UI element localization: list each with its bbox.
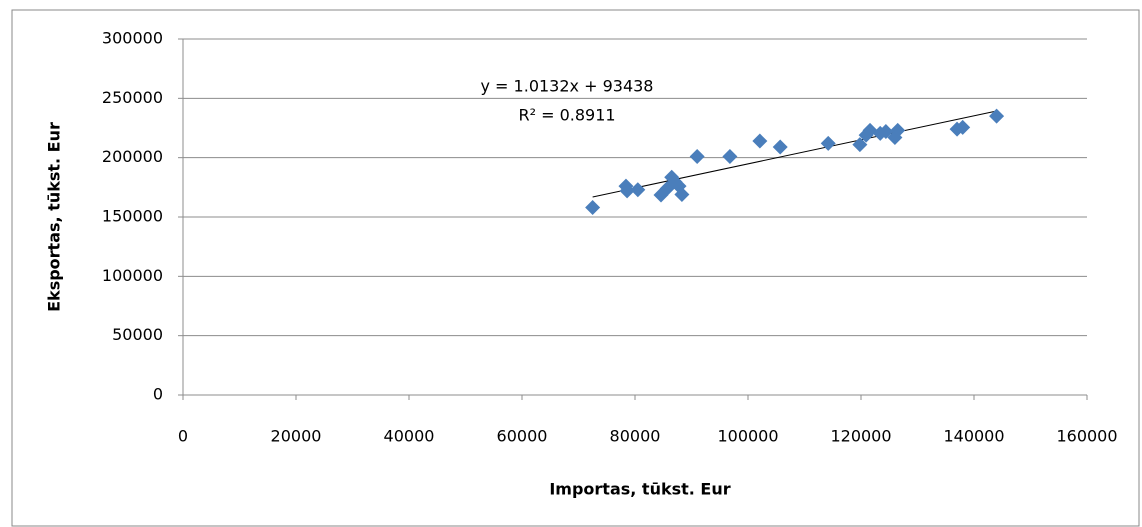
x-axis-title: Importas, tūkst. Eur	[549, 480, 730, 499]
data-point	[585, 200, 601, 216]
y-tick-label: 250000	[102, 88, 163, 107]
trendline-equation: y = 1.0132x + 93438	[481, 77, 654, 96]
data-point	[858, 127, 874, 143]
x-tick-label: 120000	[830, 427, 891, 446]
x-tick-label: 100000	[717, 427, 778, 446]
y-axis-title: Eksportas, tūkst. Eur	[45, 122, 64, 312]
y-tick-label: 100000	[102, 266, 163, 285]
data-point	[689, 148, 705, 164]
data-point	[674, 186, 690, 202]
data-point	[772, 139, 788, 155]
data-point	[989, 108, 1005, 124]
data-point	[619, 183, 635, 199]
trendline	[592, 110, 997, 198]
y-tick-label: 150000	[102, 207, 163, 226]
x-tick-label: 160000	[1056, 427, 1117, 446]
y-tick-label: 50000	[112, 325, 163, 344]
data-point	[955, 119, 971, 135]
x-tick-label: 60000	[497, 427, 548, 446]
x-tick-label: 0	[178, 427, 188, 446]
x-tick-label: 140000	[943, 427, 1004, 446]
chart-frame	[11, 9, 1140, 527]
x-tick-label: 80000	[610, 427, 661, 446]
x-tick-label: 20000	[271, 427, 322, 446]
trendline-r2: R² = 0.8911	[518, 106, 615, 125]
y-tick-label: 300000	[102, 29, 163, 48]
data-point	[890, 122, 906, 138]
data-point	[820, 135, 836, 151]
y-tick-label: 0	[153, 385, 163, 404]
data-point	[630, 182, 646, 198]
data-point	[722, 148, 738, 164]
data-point	[852, 137, 868, 153]
data-point	[752, 133, 768, 149]
y-tick-label: 200000	[102, 147, 163, 166]
x-tick-label: 40000	[384, 427, 435, 446]
